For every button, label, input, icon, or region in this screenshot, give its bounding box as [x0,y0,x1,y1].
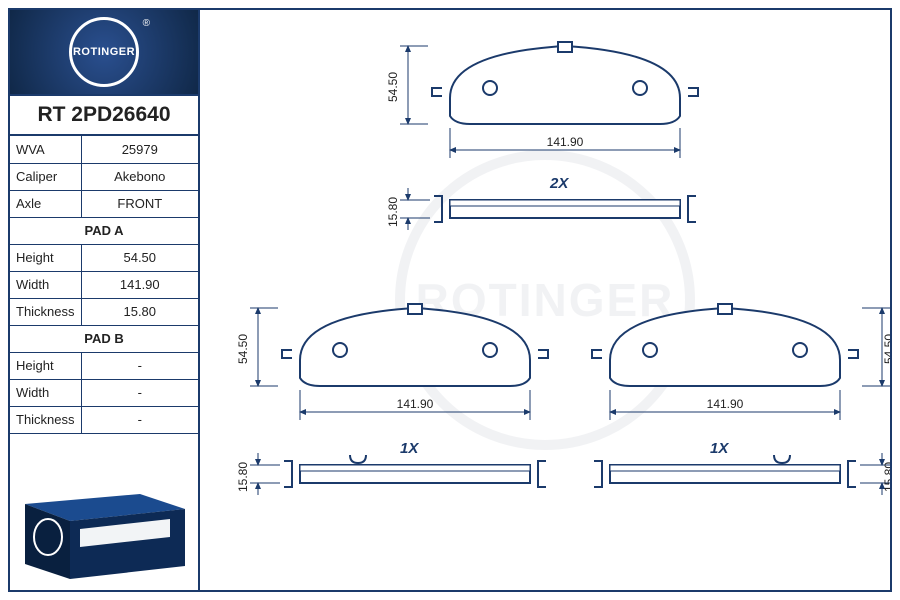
spec-key: Height [10,352,81,379]
spec-val: - [81,406,198,433]
dim-height: 54.50 [386,72,400,102]
dim-width: 141.90 [547,135,584,149]
pad-b-header: PAD B [10,325,198,352]
spec-val: - [81,352,198,379]
spec-table: WVA25979 CaliperAkebono AxleFRONT PAD A … [10,136,198,434]
spec-key: WVA [10,136,81,163]
spec-val: 15.80 [81,298,198,325]
spec-key: Width [10,271,81,298]
spec-val: 54.50 [81,244,198,271]
diagram-svg: 141.90 54.50 15.80 [200,10,890,590]
dim-height: 54.50 [882,334,890,364]
table-row: Height- [10,352,198,379]
brand-logo: ROTINGER [10,10,198,96]
table-row: Thickness15.80 [10,298,198,325]
sidebar: ROTINGER RT 2PD26640 WVA25979 CaliperAke… [10,10,200,590]
spec-key: Thickness [10,298,81,325]
dim-width: 141.90 [707,397,744,411]
spec-key: Width [10,379,81,406]
table-row: PAD B [10,325,198,352]
spec-key: Thickness [10,406,81,433]
dim-width: 141.90 [397,397,434,411]
product-box-art [10,434,198,591]
spec-val: FRONT [81,190,198,217]
table-row: CaliperAkebono [10,163,198,190]
dim-thick: 15.80 [386,197,400,227]
spec-key: Height [10,244,81,271]
drawing-frame: ROTINGER RT 2PD26640 WVA25979 CaliperAke… [8,8,892,592]
spec-key: Caliper [10,163,81,190]
table-row: WVA25979 [10,136,198,163]
dim-thick: 15.80 [882,462,890,492]
logo-ring-icon: ROTINGER [69,17,139,87]
box-icon [20,469,190,584]
dim-thick: 15.80 [236,462,250,492]
table-row: Width141.90 [10,271,198,298]
table-row: Thickness- [10,406,198,433]
part-number: RT 2PD26640 [10,96,198,136]
qty-top: 2X [550,175,568,192]
pad-a-header: PAD A [10,217,198,244]
spec-val: - [81,379,198,406]
spec-val: Akebono [81,163,198,190]
spec-val: 25979 [81,136,198,163]
technical-diagram: ROTINGER [200,10,890,590]
qty-right: 1X [710,440,728,457]
spec-val: 141.90 [81,271,198,298]
qty-left: 1X [400,440,418,457]
brand-name: ROTINGER [73,46,135,58]
table-row: Height54.50 [10,244,198,271]
table-row: AxleFRONT [10,190,198,217]
spec-key: Axle [10,190,81,217]
table-row: Width- [10,379,198,406]
table-row: PAD A [10,217,198,244]
dim-height: 54.50 [236,334,250,364]
